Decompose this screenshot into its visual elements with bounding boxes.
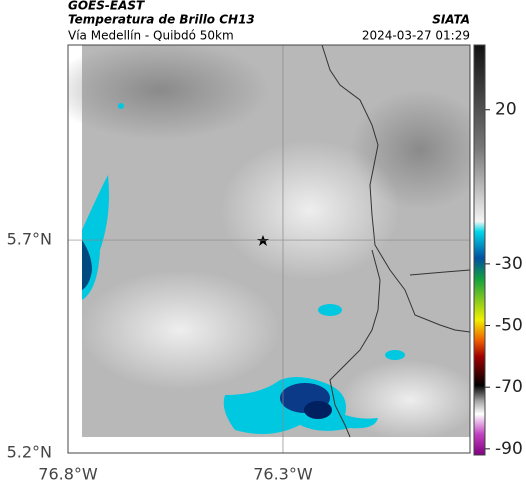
colorbar-tick-label: -90 — [495, 439, 523, 459]
imagery — [68, 45, 470, 440]
colorbar — [473, 44, 486, 456]
brand: SIATA — [432, 13, 470, 27]
colorbar-tick-label: -50 — [495, 316, 523, 336]
colorbar-tick-label: -30 — [495, 254, 523, 274]
y-tick-label: 5.7°N — [7, 230, 52, 249]
colorbar-tick-label: -70 — [495, 377, 523, 397]
subtitle: Vía Medellín - Quibdó 50km — [68, 29, 234, 43]
map-frame — [67, 44, 471, 454]
colorbar-tick-label: 20 — [495, 100, 517, 120]
x-tick-label: 76.3°W — [253, 465, 313, 484]
title: Temperatura de Brillo CH13 — [68, 13, 255, 27]
timestamp: 2024-03-27 01:29 — [362, 29, 470, 43]
y-tick-label: 5.2°N — [7, 443, 52, 462]
source: GOES-EAST — [68, 0, 145, 13]
x-tick-label: 76.8°W — [38, 465, 98, 484]
